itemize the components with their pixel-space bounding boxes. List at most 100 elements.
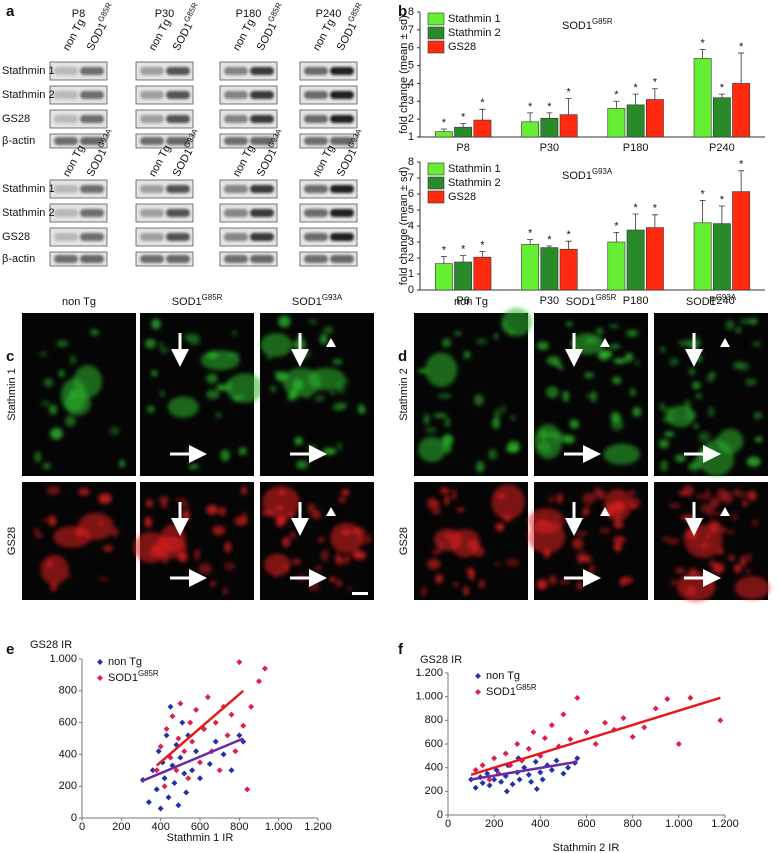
stain-spot — [332, 359, 343, 365]
scatter-point — [165, 794, 172, 801]
blot-band — [250, 255, 274, 263]
lane-label-base: non Tg — [231, 17, 258, 53]
blot-strip — [49, 85, 108, 105]
stain-spot — [570, 332, 605, 355]
blot-strip — [135, 179, 194, 199]
stain-spot — [41, 400, 50, 407]
stain-spot — [323, 326, 334, 334]
stain-spot — [427, 558, 441, 570]
stain-spot — [691, 536, 697, 541]
stain-spot — [98, 493, 112, 504]
stain-spot — [608, 323, 620, 329]
scatter-point — [491, 776, 498, 783]
stain-spot — [439, 487, 450, 494]
y-tick-label: 8 — [408, 156, 414, 168]
stain-spot — [194, 548, 200, 561]
stain-spot — [700, 543, 709, 549]
row-label: GS28 — [2, 231, 30, 243]
stain-spot — [678, 340, 685, 346]
scatter-point — [193, 706, 200, 713]
stain-spot — [144, 338, 156, 349]
blot-band — [54, 185, 78, 193]
blot-band — [224, 67, 248, 75]
scatter-point — [173, 767, 180, 774]
arrowhead — [326, 338, 336, 347]
lane-label-sup: G85R — [96, 1, 114, 24]
stain-spot — [423, 413, 430, 426]
stain-spot — [493, 333, 499, 340]
stain-spot — [544, 448, 550, 453]
blot-strip — [299, 227, 358, 247]
significance-mark: * — [614, 220, 619, 232]
legend-swatch — [427, 12, 445, 26]
stain-spot — [227, 352, 240, 358]
stain-spot — [160, 390, 165, 397]
stain-spot — [505, 558, 520, 567]
stain-spot — [273, 570, 279, 578]
blot-band — [330, 255, 354, 263]
blot-band — [140, 233, 164, 241]
lane-label: non Tg — [311, 143, 338, 179]
row-label: Stathmin 2 — [2, 89, 55, 101]
stain-spot — [727, 529, 735, 535]
blot-strip — [299, 61, 358, 81]
scatter-point — [179, 719, 186, 726]
scatter-point — [204, 694, 211, 701]
scatter-point — [484, 770, 491, 777]
stain-spot — [669, 357, 679, 367]
stain-spot — [358, 403, 364, 414]
bar — [732, 83, 751, 138]
stain-spot — [488, 449, 498, 460]
legend-swatch — [427, 26, 445, 40]
y-tick-label: 200 — [425, 785, 443, 797]
stain-spot — [494, 408, 501, 421]
blot-band — [166, 185, 190, 193]
stain-spot — [754, 436, 763, 443]
bar — [434, 263, 453, 291]
stain-spot — [266, 353, 272, 361]
blot-band — [166, 91, 190, 99]
stain-spot — [206, 504, 219, 515]
scatter-point — [479, 762, 486, 769]
lane-label-base: non Tg — [147, 143, 174, 179]
blot-band — [250, 233, 274, 241]
scatter-point — [528, 778, 535, 785]
stain-spot — [709, 497, 720, 509]
legend-label-base: SOD1 — [108, 672, 138, 684]
stain-spot — [501, 307, 532, 337]
stain-spot — [431, 549, 442, 554]
stain-spot — [40, 517, 55, 523]
y-tick-label: 2 — [408, 252, 414, 264]
panel-letter: c — [6, 348, 14, 365]
stain-spot — [330, 391, 336, 396]
stain-spot — [706, 584, 717, 589]
legend-marker — [475, 673, 481, 679]
scatter-point — [197, 775, 203, 782]
blot-band — [304, 233, 328, 241]
stain-spot — [161, 553, 169, 564]
bar — [645, 227, 664, 291]
blot-band — [166, 115, 190, 123]
legend-label: non Tg — [108, 656, 142, 668]
stain-spot — [352, 527, 365, 535]
lane-label-base: SOD1 — [255, 21, 280, 53]
stain-spot — [559, 579, 571, 585]
scatter-point — [169, 713, 176, 720]
stain-spot — [238, 447, 247, 456]
scatter-point — [629, 733, 636, 740]
scatter-point — [486, 782, 493, 789]
scatter-point — [189, 738, 196, 745]
blot-band — [250, 185, 274, 193]
y-tick-label: 2 — [408, 113, 414, 125]
stain-spot — [278, 315, 291, 328]
scale-bar — [352, 592, 368, 595]
scatter-point — [216, 767, 223, 774]
scatter-point — [675, 741, 682, 747]
x-tick-label: P8 — [456, 142, 469, 154]
blot-band — [140, 67, 164, 75]
significance-mark: * — [633, 202, 638, 214]
scatter-point — [560, 711, 567, 718]
stain-spot — [341, 529, 352, 536]
stain-spot — [688, 367, 696, 376]
bar — [521, 121, 540, 138]
